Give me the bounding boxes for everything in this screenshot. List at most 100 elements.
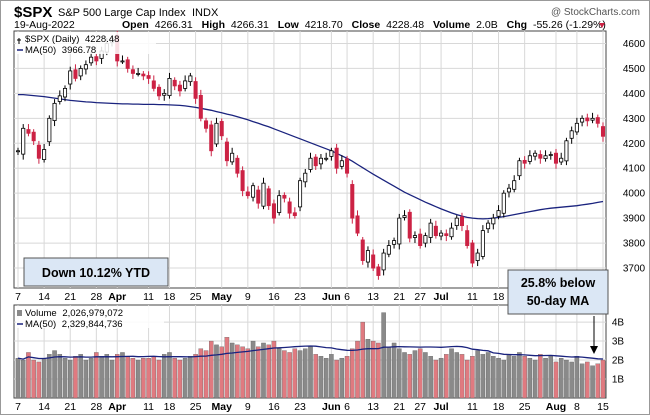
volume-bar bbox=[88, 357, 94, 399]
volume-bar bbox=[172, 357, 177, 399]
volume-bar bbox=[229, 342, 235, 399]
volume-bar bbox=[214, 344, 219, 399]
close-label: Close bbox=[352, 19, 381, 31]
volume-bar bbox=[151, 356, 157, 399]
index-name: S&P 500 Large Cap Index bbox=[58, 7, 186, 19]
candle bbox=[224, 141, 229, 162]
volume-tick-label: 1B bbox=[612, 375, 625, 386]
x-tick-label: Apr bbox=[108, 291, 126, 303]
volume-legend-ma: MA(50) 2,329,844,736 bbox=[25, 319, 123, 330]
price-legend-series-name: $SPX (Daily) bbox=[25, 34, 79, 45]
candle bbox=[564, 140, 569, 162]
x-tick-label: 27 bbox=[414, 401, 426, 413]
volume-bar bbox=[73, 356, 78, 399]
volume-bar bbox=[193, 354, 198, 399]
candle bbox=[57, 95, 62, 102]
volume-bar bbox=[412, 350, 418, 399]
x-tick-label: 13 bbox=[367, 401, 379, 413]
volume-legend-series-name: Volume bbox=[25, 308, 57, 319]
candle bbox=[465, 230, 470, 246]
volume-bar bbox=[57, 354, 63, 399]
candle bbox=[167, 78, 172, 97]
volume-bar bbox=[224, 337, 230, 399]
candle bbox=[230, 152, 235, 163]
x-tick-label: 18 bbox=[164, 291, 176, 303]
candle bbox=[329, 150, 334, 157]
candle bbox=[501, 192, 506, 214]
candle bbox=[256, 189, 261, 204]
candle bbox=[188, 75, 193, 83]
volume-bar bbox=[386, 346, 392, 399]
candle bbox=[418, 233, 423, 246]
candle bbox=[287, 201, 292, 214]
x-tick-label: 25 bbox=[519, 401, 531, 413]
volume-bar bbox=[428, 356, 433, 399]
volume-bar bbox=[47, 354, 52, 399]
down-arrow-icon bbox=[599, 23, 605, 28]
candle bbox=[345, 158, 350, 174]
candle bbox=[428, 222, 433, 238]
volume-bar bbox=[62, 357, 68, 399]
candle bbox=[339, 160, 344, 167]
candle bbox=[214, 122, 219, 145]
volume-bar bbox=[501, 359, 506, 399]
ytd-annotation-box bbox=[23, 257, 169, 287]
volume-bar bbox=[350, 348, 355, 399]
x-axis-labels-bottom: 7 14 21 28 Apr 11 18 25 May 9 16 23 Jun 6 13 21 27 Jul 11 1… bbox=[15, 401, 609, 413]
candle bbox=[235, 157, 240, 174]
volume-axis-labels: 1B 2B 3B 4B bbox=[612, 318, 625, 386]
high-label: High bbox=[202, 19, 225, 31]
candle bbox=[506, 187, 512, 193]
x-tick-label: 23 bbox=[294, 401, 306, 413]
candlesticks bbox=[15, 30, 606, 280]
volume-tick-label: 2B bbox=[612, 356, 625, 367]
x-tick-label: Jun bbox=[322, 291, 341, 303]
candle bbox=[271, 203, 276, 219]
price-tick-label: 4400 bbox=[623, 89, 646, 100]
candle bbox=[559, 157, 564, 163]
volume-bar bbox=[344, 356, 350, 399]
candle bbox=[574, 122, 579, 133]
volume-bar bbox=[67, 359, 73, 399]
volume-bar bbox=[579, 363, 585, 399]
volume-bar bbox=[558, 357, 564, 399]
x-tick-label: Jun bbox=[322, 401, 341, 413]
x-tick-label: 28 bbox=[91, 401, 103, 413]
x-tick-label: 14 bbox=[38, 401, 50, 413]
x-tick-label: 18 bbox=[164, 401, 176, 413]
volume-bar bbox=[26, 352, 31, 399]
volume-bar bbox=[454, 352, 459, 399]
candle bbox=[397, 217, 402, 245]
x-tick-label: 6 bbox=[344, 291, 350, 303]
volume-bar bbox=[83, 359, 89, 399]
volume-bar bbox=[141, 357, 146, 399]
candle bbox=[177, 84, 182, 92]
candle bbox=[209, 124, 214, 152]
volume-bar bbox=[444, 354, 449, 399]
candle bbox=[141, 73, 146, 77]
volume-bar bbox=[402, 352, 407, 399]
volume-bar bbox=[475, 350, 480, 399]
volume-bars bbox=[15, 312, 606, 399]
candle bbox=[548, 154, 553, 156]
candle bbox=[459, 216, 464, 227]
ma-below-annotation-line2: 50-day MA bbox=[527, 294, 590, 308]
volume-bar bbox=[590, 365, 595, 399]
volume-bar bbox=[235, 344, 240, 399]
volume-bar bbox=[99, 356, 104, 399]
ma50-line bbox=[18, 93, 604, 220]
x-tick-label: 9 bbox=[245, 401, 251, 413]
volume-ma50-polyline bbox=[17, 345, 604, 360]
chg-label: Chg bbox=[507, 19, 527, 31]
candle bbox=[350, 184, 355, 219]
volume-bar bbox=[506, 354, 512, 399]
x-tick-label: 6 bbox=[344, 401, 350, 413]
x-tick-label: 23 bbox=[294, 291, 306, 303]
candle bbox=[334, 147, 339, 169]
candle bbox=[303, 172, 308, 183]
candle bbox=[162, 92, 167, 96]
candle bbox=[470, 242, 475, 264]
candle bbox=[376, 266, 381, 276]
candle bbox=[94, 56, 99, 62]
candle bbox=[392, 240, 397, 245]
